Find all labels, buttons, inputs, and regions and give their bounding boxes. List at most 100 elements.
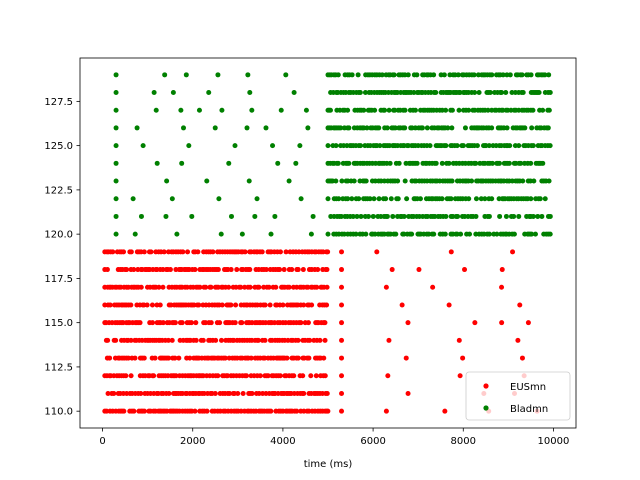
- spike-bladmn: [485, 107, 491, 113]
- legend-label-bladmn: Bladmn: [510, 404, 548, 415]
- spike-bladmn: [283, 72, 289, 78]
- spike-eusmn: [289, 267, 295, 273]
- spike-eusmn: [257, 373, 263, 379]
- spike-bladmn: [113, 160, 119, 166]
- spike-bladmn: [358, 143, 364, 149]
- spike-bladmn: [507, 72, 513, 78]
- y-axis: 110.0 112.5 115.0 117.5 120.0 122.5 125.0 127.5: [44, 97, 80, 418]
- spike-eusmn: [383, 284, 389, 290]
- spike-eusmn: [239, 320, 245, 326]
- spike-eusmn: [322, 337, 328, 343]
- spike-bladmn: [335, 72, 341, 78]
- spike-eusmn: [277, 249, 283, 255]
- spike-bladmn: [350, 213, 356, 219]
- spike-eusmn: [244, 373, 250, 379]
- spike-eusmn: [442, 408, 448, 414]
- spike-bladmn: [270, 143, 276, 149]
- spike-bladmn: [346, 160, 352, 166]
- spike-bladmn: [414, 160, 420, 166]
- spike-bladmn: [489, 160, 495, 166]
- spike-bladmn: [547, 143, 553, 149]
- spike-eusmn: [309, 302, 315, 308]
- spike-eusmn: [138, 390, 144, 396]
- spike-bladmn: [499, 90, 505, 96]
- spike-bladmn: [132, 231, 138, 237]
- spike-eusmn: [389, 267, 395, 273]
- spike-eusmn: [197, 284, 203, 290]
- spike-bladmn: [473, 196, 479, 202]
- spike-bladmn: [245, 72, 251, 78]
- spike-eusmn: [131, 408, 137, 414]
- spike-bladmn: [539, 213, 545, 219]
- x-tick-label: 6000: [360, 436, 385, 447]
- spike-bladmn: [431, 72, 437, 78]
- spike-eusmn: [157, 302, 163, 308]
- spike-bladmn: [471, 72, 477, 78]
- spike-bladmn: [396, 160, 402, 166]
- spike-bladmn: [364, 125, 370, 131]
- spike-bladmn: [153, 107, 159, 113]
- spike-eusmn: [462, 267, 468, 273]
- spike-bladmn: [535, 213, 541, 219]
- spike-bladmn: [460, 143, 466, 149]
- spike-eusmn: [200, 337, 206, 343]
- spike-eusmn: [457, 373, 463, 379]
- spike-bladmn: [392, 125, 398, 131]
- spike-eusmn: [137, 320, 143, 326]
- spike-bladmn: [293, 160, 299, 166]
- spike-eusmn: [324, 284, 330, 290]
- spike-bladmn: [455, 213, 461, 219]
- spike-bladmn: [500, 72, 506, 78]
- spike-eusmn: [111, 390, 117, 396]
- spike-bladmn: [113, 196, 119, 202]
- spike-bladmn: [336, 196, 342, 202]
- spike-bladmn: [335, 160, 341, 166]
- spike-eusmn: [383, 408, 389, 414]
- spike-eusmn: [315, 267, 321, 273]
- spike-bladmn: [219, 107, 225, 113]
- spike-eusmn: [152, 355, 158, 361]
- spike-eusmn: [228, 302, 234, 308]
- spike-eusmn: [215, 267, 221, 273]
- spike-bladmn: [183, 72, 189, 78]
- spike-bladmn: [286, 178, 292, 184]
- spike-bladmn: [546, 72, 552, 78]
- spike-bladmn: [520, 90, 526, 96]
- spike-bladmn: [325, 231, 331, 237]
- spike-eusmn: [322, 373, 328, 379]
- spike-bladmn: [431, 231, 437, 237]
- spike-bladmn: [206, 90, 212, 96]
- spike-bladmn: [503, 90, 509, 96]
- spike-eusmn: [405, 320, 411, 326]
- x-tick-label: 8000: [451, 436, 476, 447]
- spike-eusmn: [166, 355, 172, 361]
- spike-bladmn: [473, 160, 479, 166]
- spike-bladmn: [405, 72, 411, 78]
- spike-eusmn: [300, 267, 306, 273]
- spike-eusmn: [128, 302, 134, 308]
- spike-bladmn: [186, 143, 192, 149]
- spike-eusmn: [262, 337, 268, 343]
- spike-eusmn: [510, 249, 516, 255]
- spike-bladmn: [497, 213, 503, 219]
- spike-bladmn: [542, 196, 548, 202]
- spike-eusmn: [446, 302, 452, 308]
- spike-bladmn: [338, 213, 344, 219]
- spike-bladmn: [239, 231, 245, 237]
- axes-frame: [79, 57, 577, 429]
- spike-bladmn: [509, 90, 515, 96]
- spike-bladmn: [113, 213, 119, 219]
- spike-eusmn: [385, 373, 391, 379]
- spike-eusmn: [266, 284, 272, 290]
- x-axis: 0 2000 4000 6000 8000 10000: [99, 428, 569, 447]
- spike-bladmn: [354, 213, 360, 219]
- spike-bladmn: [179, 160, 185, 166]
- spike-eusmn: [284, 355, 290, 361]
- spike-eusmn: [213, 337, 219, 343]
- spike-bladmn: [178, 107, 184, 113]
- spike-eusmn: [321, 355, 327, 361]
- spike-eusmn: [172, 320, 178, 326]
- spike-eusmn: [123, 373, 129, 379]
- spike-bladmn: [357, 90, 363, 96]
- spike-bladmn: [349, 72, 355, 78]
